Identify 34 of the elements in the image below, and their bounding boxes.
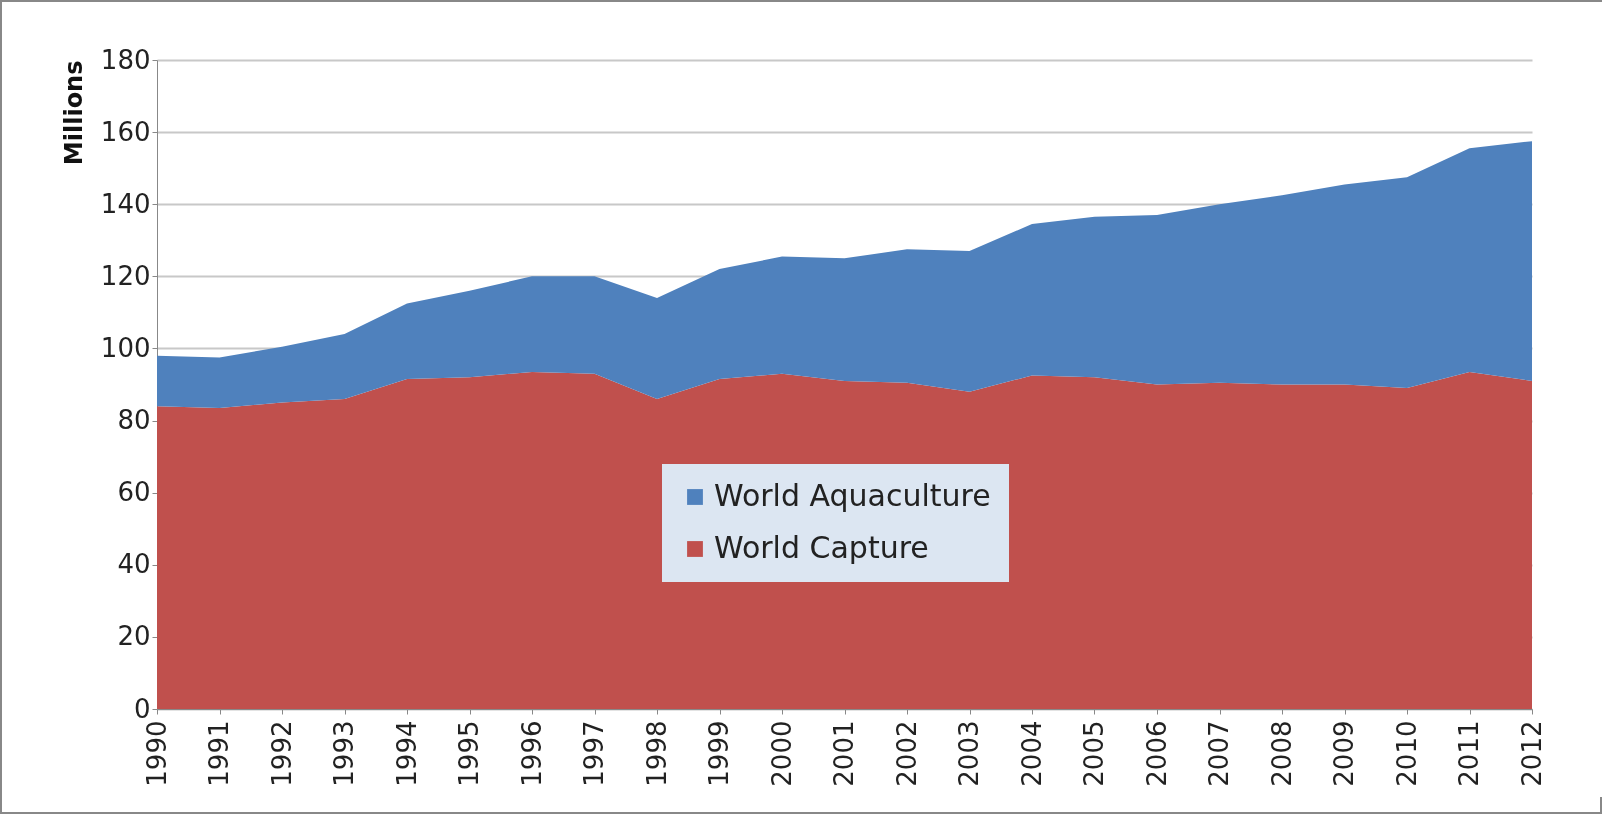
x-tick-label: 2010 (1391, 720, 1422, 787)
y-tick-label: 80 (117, 405, 151, 436)
y-tick-label: 140 (100, 188, 151, 219)
x-tick-label: 1996 (516, 720, 547, 787)
x-tick-label: 2004 (1016, 720, 1047, 787)
x-tick-label: 1993 (329, 720, 359, 787)
y-tick-label: 160 (100, 116, 151, 147)
x-tick-label: 2005 (1079, 720, 1109, 787)
x-tick-label: 2008 (1266, 720, 1297, 787)
x-tick-label: 2009 (1329, 720, 1359, 787)
x-tick-label: 1991 (204, 720, 234, 787)
y-tick-label: 120 (100, 260, 151, 291)
x-tick-label: 2007 (1204, 720, 1234, 787)
y-tick-label: 20 (117, 621, 151, 652)
x-tick-label: 2011 (1454, 720, 1484, 787)
x-tick-label: 1997 (579, 720, 609, 787)
x-tick-label: 1992 (266, 720, 297, 787)
y-axis-title: Millions (59, 60, 88, 166)
legend-label: World Capture (714, 530, 929, 565)
y-tick-label: 100 (100, 332, 151, 363)
x-tick-label: 2006 (1141, 720, 1172, 787)
x-tick-label: 2000 (766, 720, 797, 787)
y-tick-label: 60 (117, 477, 151, 508)
x-tick-label: 1999 (704, 720, 734, 787)
legend-label: World Aquaculture (714, 478, 991, 513)
x-tick-label: 2002 (891, 720, 922, 787)
y-tick-label: 180 (100, 44, 151, 75)
x-tick-label: 1995 (454, 720, 484, 787)
x-tick-label: 2001 (829, 720, 859, 787)
x-tick-label: 2012 (1516, 720, 1547, 787)
x-tick-label: 1994 (391, 720, 422, 787)
y-tick-label: 40 (117, 549, 151, 580)
x-tick-label: 1998 (641, 720, 672, 787)
x-tick-label: 2003 (954, 720, 984, 787)
